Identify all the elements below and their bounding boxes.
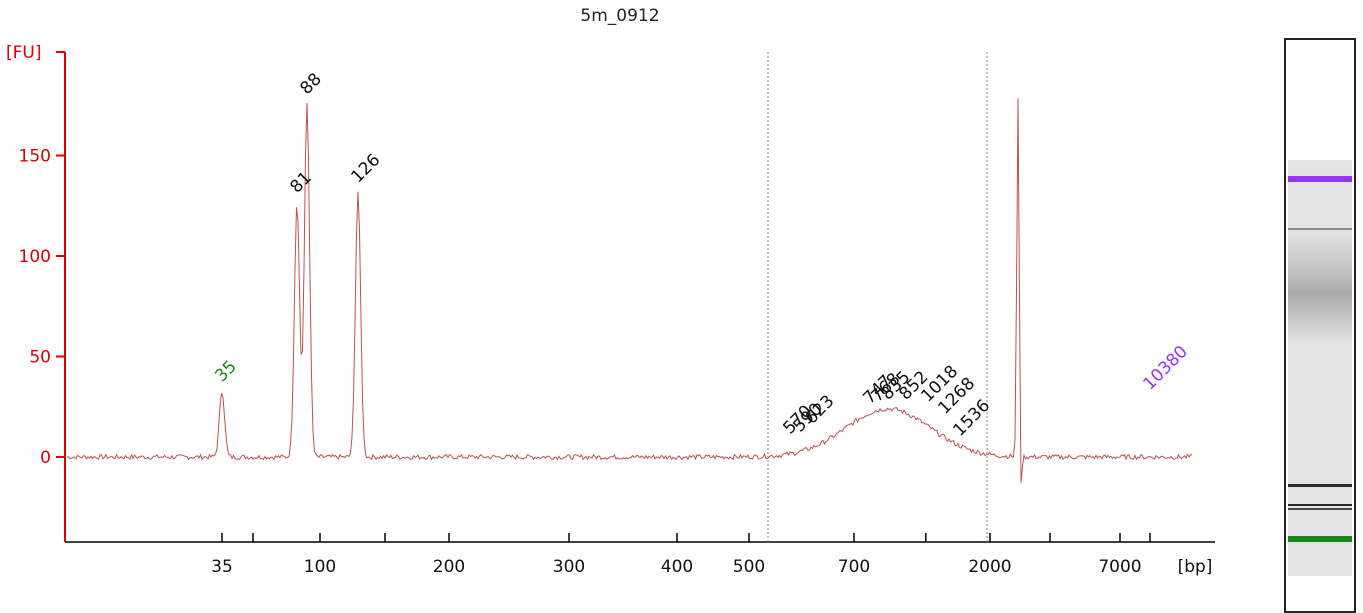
gel-lane — [1288, 160, 1352, 576]
peak-label: 35 — [211, 357, 240, 386]
x-tick-label: 200 — [433, 557, 465, 577]
lower-marker-band — [1288, 536, 1352, 542]
y-tick-label: 0 — [40, 448, 51, 468]
band-dark-3 — [1288, 508, 1352, 510]
x-tick-label: 300 — [553, 557, 585, 577]
band-dark-1 — [1288, 484, 1352, 487]
band-dark-2 — [1288, 504, 1352, 506]
x-tick-label: 35 — [211, 557, 233, 577]
y-tick-label: 150 — [19, 147, 51, 167]
y-tick-label: 50 — [29, 348, 51, 368]
x-tick-label: 500 — [733, 557, 765, 577]
y-axis-label: [FU] — [6, 43, 42, 63]
x-axis-label: [bp] — [1178, 557, 1213, 577]
peak-label: 126 — [347, 150, 384, 187]
x-tick-label: 7000 — [1098, 557, 1141, 577]
gel-smear — [1288, 232, 1352, 342]
peak-label: 81 — [286, 168, 315, 197]
peak-label: 10380 — [1139, 342, 1191, 394]
x-tick-label: 100 — [304, 557, 336, 577]
y-tick-label: 100 — [19, 247, 51, 267]
x-tick-label: 700 — [838, 557, 870, 577]
peak-label: 88 — [296, 69, 325, 98]
upper-marker-band — [1288, 176, 1352, 182]
x-tick-label: 2000 — [968, 557, 1011, 577]
band-grey-1 — [1288, 228, 1352, 230]
electropherogram-plot: [FU] 0 50 100 150 35 100 200 300 400 500 700 2000 700… — [6, 43, 1215, 577]
chart-title: 5m_0912 — [580, 6, 660, 26]
x-tick-label: 400 — [661, 557, 693, 577]
trace-series — [66, 98, 1193, 483]
